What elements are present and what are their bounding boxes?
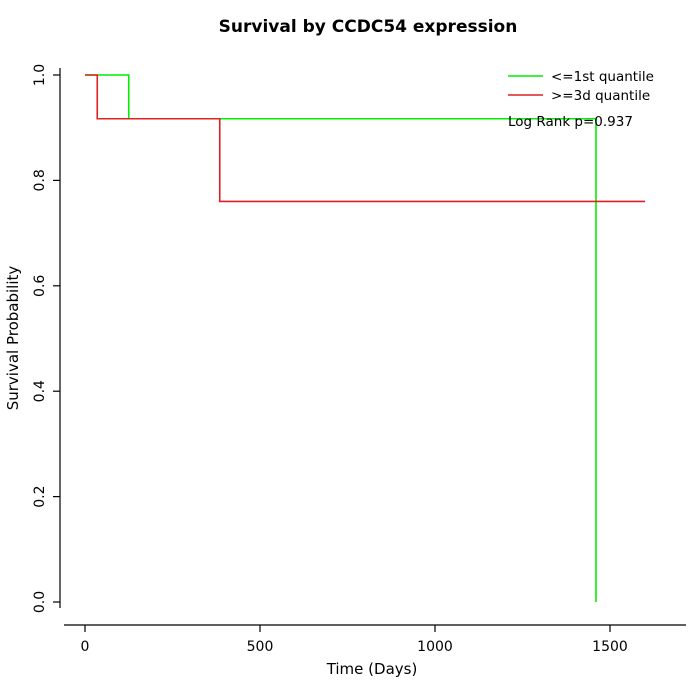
survival-curve-1 — [85, 74, 597, 602]
survival-curve-2 — [85, 74, 645, 203]
y-tick-label: 0.4 — [32, 380, 48, 402]
chart-title: Survival by CCDC54 expression — [219, 17, 518, 37]
x-tick-label: 1500 — [592, 639, 628, 655]
y-axis-label: Survival Probability — [4, 266, 22, 411]
axes: 0 500 1000 1500 0.0 0.2 0.4 0.6 0.8 1.0 — [32, 64, 686, 655]
legend: <=1st quantile >=3d quantile Log Rank p=… — [508, 69, 654, 130]
x-tick-label: 1000 — [417, 639, 453, 655]
x-axis-label: Time (Days) — [326, 660, 418, 678]
y-tick-label: 0.0 — [32, 591, 48, 613]
y-tick-label: 1.0 — [32, 64, 48, 86]
x-tick-label: 0 — [81, 639, 90, 655]
x-tick-label: 500 — [247, 639, 274, 655]
series-lines — [85, 74, 645, 602]
y-tick-label: 0.8 — [32, 169, 48, 191]
y-tick-label: 0.2 — [32, 485, 48, 507]
y-tick-label: 0.6 — [32, 275, 48, 297]
legend-label-group1: <=1st quantile — [551, 69, 654, 85]
logrank-annotation: Log Rank p=0.937 — [508, 114, 633, 130]
legend-label-group2: >=3d quantile — [551, 88, 650, 104]
